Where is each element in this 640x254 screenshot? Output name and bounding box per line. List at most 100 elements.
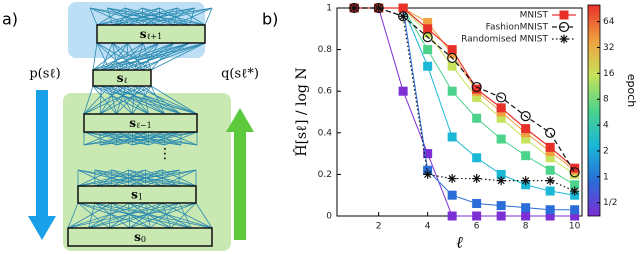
connection bbox=[129, 202, 197, 229]
connection bbox=[94, 202, 213, 229]
connection bbox=[96, 42, 143, 71]
down-arrow-head bbox=[28, 216, 56, 240]
epoch-marker bbox=[398, 86, 408, 96]
colorbar-tick-label: 2 bbox=[603, 146, 609, 156]
layer-label: sℓ+1 bbox=[140, 27, 162, 42]
down-arrow bbox=[36, 90, 48, 218]
connection bbox=[128, 169, 197, 187]
connection bbox=[111, 202, 151, 229]
marker bbox=[471, 81, 482, 93]
marker bbox=[496, 176, 506, 186]
connection bbox=[134, 85, 165, 115]
arrow-label: q(sℓ*) bbox=[221, 67, 259, 82]
connection bbox=[159, 7, 190, 26]
epoch-marker bbox=[496, 211, 506, 221]
layer-label: sℓ bbox=[117, 71, 128, 86]
epoch-marker bbox=[423, 45, 433, 55]
connection bbox=[92, 42, 159, 71]
layer-symbol: s bbox=[134, 230, 141, 244]
connection bbox=[128, 202, 213, 229]
connection bbox=[88, 202, 96, 229]
connection bbox=[88, 202, 197, 229]
x-tick-label: 10 bbox=[569, 222, 581, 232]
connection bbox=[77, 169, 180, 187]
connection bbox=[96, 7, 160, 26]
connection bbox=[128, 202, 131, 229]
epoch-marker bbox=[447, 132, 457, 142]
epoch-marker bbox=[447, 190, 457, 200]
epoch-marker bbox=[545, 205, 555, 215]
connection bbox=[77, 202, 110, 229]
epoch-marker bbox=[545, 165, 555, 175]
x-tick-label: 6 bbox=[474, 222, 480, 232]
series-line bbox=[354, 7, 575, 192]
connection bbox=[83, 131, 117, 146]
epoch-marker bbox=[570, 180, 580, 190]
legend-label: FashionMNIST bbox=[486, 23, 549, 33]
panel-label: a) bbox=[2, 10, 18, 29]
connection bbox=[127, 42, 144, 71]
connection bbox=[176, 7, 206, 26]
connection bbox=[204, 7, 213, 26]
x-tick-label: 8 bbox=[523, 222, 529, 232]
marker bbox=[569, 167, 580, 178]
connection bbox=[145, 202, 192, 229]
layer-box bbox=[96, 24, 206, 44]
connection bbox=[89, 7, 129, 26]
connection bbox=[83, 85, 94, 115]
connection bbox=[94, 202, 171, 229]
connection bbox=[150, 202, 180, 229]
connection bbox=[150, 42, 206, 71]
connection bbox=[142, 85, 182, 115]
layer-box bbox=[77, 185, 197, 204]
connection bbox=[162, 202, 213, 229]
connection bbox=[150, 85, 166, 115]
marker bbox=[447, 45, 457, 55]
y-tick-label: 0.8 bbox=[318, 45, 333, 55]
y-axis-label: Ĥ[sℓ] / log N bbox=[292, 67, 310, 156]
marker bbox=[447, 52, 458, 64]
epoch-marker bbox=[521, 211, 531, 221]
y-tick-label: 0.6 bbox=[318, 87, 333, 97]
y-tick-label: 0.4 bbox=[318, 128, 333, 138]
connection bbox=[67, 202, 146, 229]
legend-marker bbox=[559, 34, 569, 44]
epoch-marker bbox=[472, 199, 482, 209]
x-tick-label: 2 bbox=[376, 222, 382, 232]
layer-symbol: s bbox=[131, 187, 138, 201]
epoch-marker bbox=[472, 113, 482, 123]
connection bbox=[99, 85, 119, 115]
connection bbox=[89, 7, 98, 26]
y-tick-label: 1 bbox=[326, 4, 332, 14]
layer-subscript: ℓ−1 bbox=[136, 121, 152, 130]
connection bbox=[92, 42, 98, 71]
epoch-marker bbox=[423, 61, 433, 71]
marker bbox=[521, 176, 531, 186]
epoch-marker bbox=[496, 201, 506, 211]
connection bbox=[112, 42, 152, 71]
epoch-marker bbox=[570, 205, 580, 215]
epoch-marker bbox=[472, 211, 482, 221]
epoch-marker bbox=[447, 211, 457, 221]
series-line bbox=[354, 7, 576, 169]
connection bbox=[89, 7, 159, 26]
marker bbox=[520, 111, 531, 122]
marker bbox=[545, 127, 556, 138]
layer-symbol: s bbox=[117, 71, 124, 85]
epoch-marker bbox=[423, 18, 433, 28]
connection bbox=[92, 42, 129, 71]
connection bbox=[109, 202, 180, 229]
colorbar-tick-label: 8 bbox=[603, 95, 609, 105]
epoch-marker bbox=[570, 211, 580, 221]
epoch-marker bbox=[521, 134, 531, 144]
connection bbox=[112, 42, 135, 71]
up-arrow-head bbox=[226, 108, 254, 132]
marker bbox=[423, 169, 433, 179]
connection bbox=[142, 42, 152, 71]
marker bbox=[349, 3, 359, 13]
layer-subscript: 1 bbox=[138, 193, 143, 202]
connection bbox=[145, 202, 151, 229]
connection bbox=[88, 202, 163, 229]
marker bbox=[496, 103, 506, 113]
